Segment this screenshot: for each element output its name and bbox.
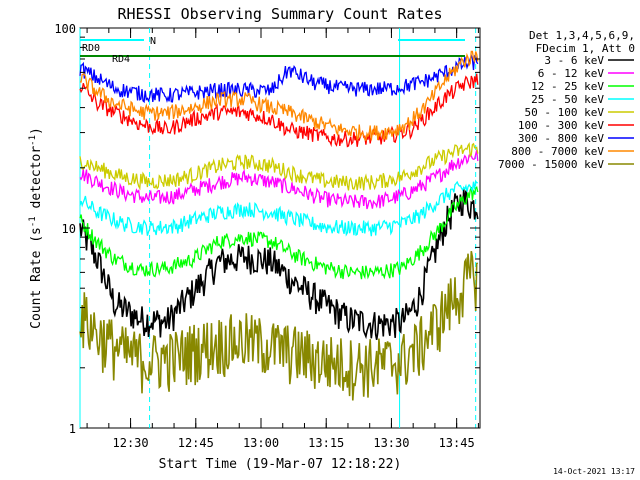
- series-line-5: [79, 73, 479, 148]
- flag-rd0-label: RD0: [82, 43, 100, 54]
- legend-header-line-2: FDecim 1, Att 0: [536, 42, 635, 55]
- y-axis-label: Count Rate (s-1 detector-1): [28, 127, 44, 329]
- series-line-2: [79, 185, 479, 280]
- x-tick-label: 13:00: [243, 436, 279, 450]
- series-line-6: [79, 53, 479, 104]
- series-line-3: [79, 179, 478, 237]
- x-tick-label: 12:45: [178, 436, 214, 450]
- y-tick-label: 100: [54, 22, 76, 36]
- x-tick-label: 13:30: [373, 436, 409, 450]
- series-line-1: [79, 149, 479, 210]
- legend-entry-label: 800 - 7000 keV: [511, 145, 604, 158]
- generation-timestamp: 14-Oct-2021 13:17: [553, 467, 635, 476]
- legend-entry-label: 3 - 6 keV: [544, 54, 604, 67]
- legend-entry-label: 12 - 25 keV: [531, 80, 604, 93]
- series-layer: [79, 50, 479, 401]
- flag-rd4-label: RD4: [112, 54, 130, 65]
- legend-entry-label: 7000 - 15000 keV: [498, 158, 604, 171]
- chart-title: RHESSI Observing Summary Count Rates: [117, 5, 442, 23]
- legend-entry-label: 25 - 50 keV: [531, 93, 604, 106]
- flag-n-label: N: [150, 36, 156, 47]
- y-tick-label: 10: [62, 222, 76, 236]
- legend-entry-label: 6 - 12 keV: [538, 67, 605, 80]
- legend-entry-label: 100 - 300 keV: [518, 119, 604, 132]
- legend-header-line-1: Det 1,3,4,5,6,9,: [529, 29, 635, 42]
- series-line-8: [79, 250, 479, 401]
- flag-layer: RD0 RD4 N: [80, 36, 465, 65]
- x-tick-label: 13:45: [439, 436, 475, 450]
- y-tick-label: 1: [69, 422, 76, 436]
- axes: 1 10 100 12:30 12:45 13:00 13:15 13:30 13:45: [54, 22, 480, 450]
- series-line-7: [79, 50, 479, 142]
- series-line-0: [79, 189, 479, 340]
- legend-entry-label: 50 - 100 keV: [525, 106, 605, 119]
- legend-entry-label: 300 - 800 keV: [518, 132, 604, 145]
- series-line-4: [79, 142, 479, 191]
- x-axis-label: Start Time (19-Mar-07 12:18:22): [159, 457, 402, 472]
- x-tick-label: 13:15: [308, 436, 344, 450]
- x-tick-label: 12:30: [113, 436, 149, 450]
- legend: Det 1,3,4,5,6,9, FDecim 1, Att 0 3 - 6 k…: [498, 29, 635, 171]
